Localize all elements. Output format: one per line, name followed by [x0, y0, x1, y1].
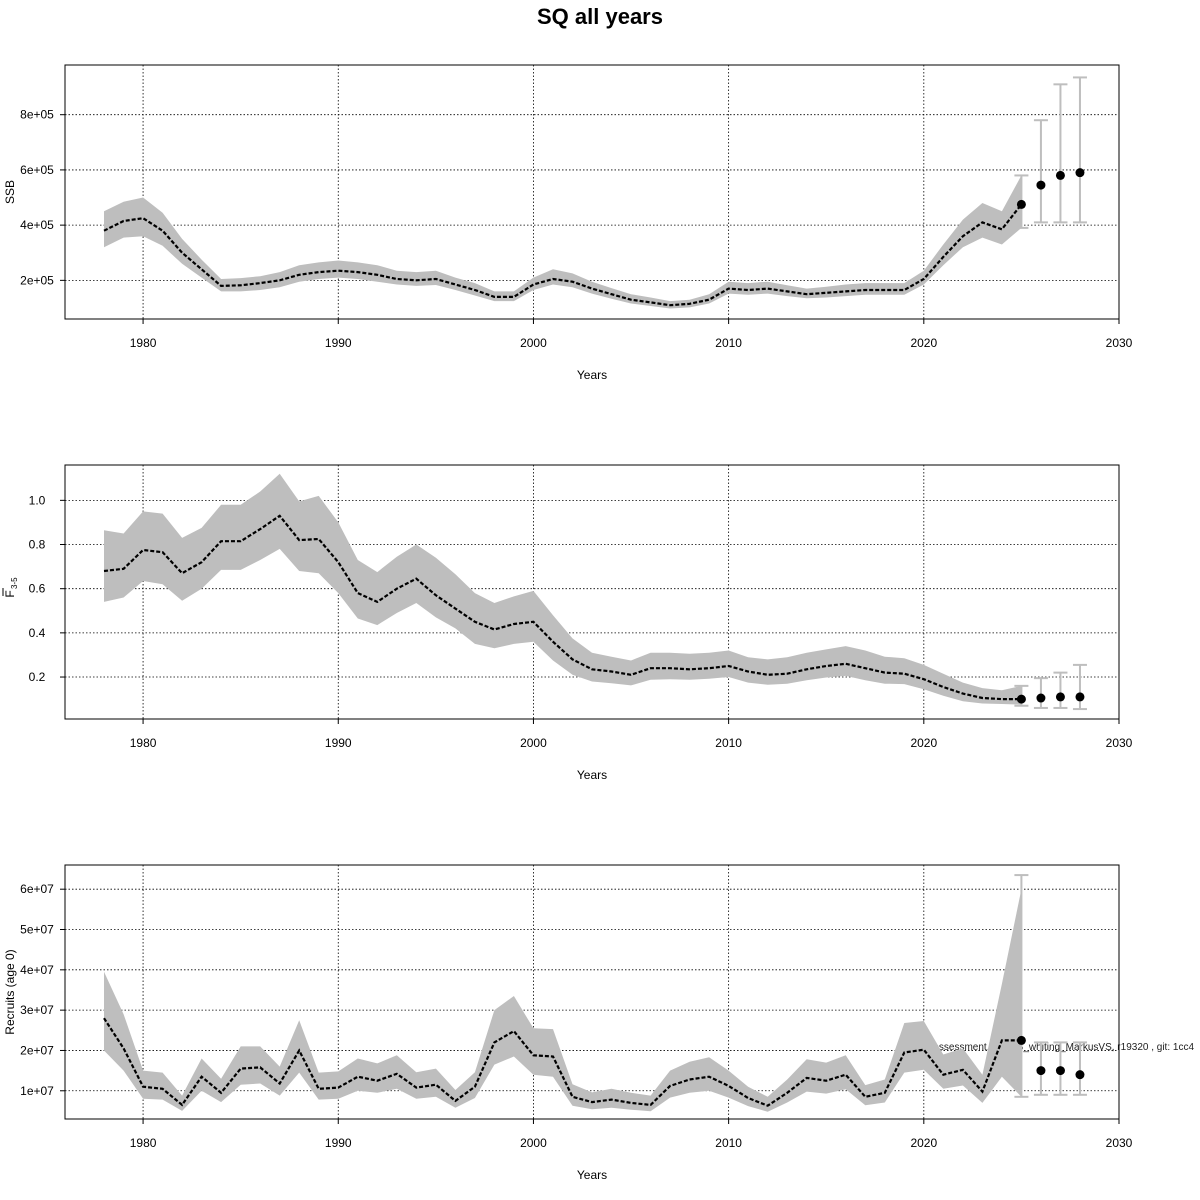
- recruits-y-tick-label-5: 6e+07: [20, 882, 54, 896]
- ssb-y-tick-label-1: 4e+05: [20, 218, 54, 232]
- recruits-x-tick-label-2030: 2030: [1106, 1136, 1133, 1150]
- recruits-y-tick-label-0: 1e+07: [20, 1084, 54, 1098]
- ssb-x-axis-label: Years: [577, 368, 607, 382]
- fbar-y-tick-label-0: 0.2: [29, 670, 46, 684]
- recruits-x-tick-label-2020: 2020: [910, 1136, 937, 1150]
- ssb-projection-point-2025: [1016, 199, 1026, 209]
- ssb-x-tick-label-2030: 2030: [1106, 336, 1133, 350]
- fbar-x-tick-label-2030: 2030: [1106, 736, 1133, 750]
- fbar-y-axis-label-main: F: [3, 590, 17, 597]
- recruits-estimate-line: [103, 1017, 1022, 1107]
- recruits-y-tick-label-2: 3e+07: [20, 1003, 54, 1017]
- fbar-projection-point-2028: [1075, 692, 1085, 702]
- fbar-y-tick-label-1: 0.4: [29, 626, 46, 640]
- recruits-x-tick-label-2000: 2000: [520, 1136, 547, 1150]
- recruits-projection-point-2027: [1055, 1066, 1065, 1076]
- fbar-x-tick-label-1980: 1980: [130, 736, 157, 750]
- fbar-y-axis-label-sub: 3-5: [10, 577, 19, 589]
- fbar-x-tick-label-2020: 2020: [910, 736, 937, 750]
- fbar-panel: Years F 3-5 1980 1990 2000 2010 2020 2030 0.2 0…: [2, 464, 1133, 782]
- recruits-y-tick-label-1: 2e+07: [20, 1043, 54, 1057]
- ssb-y-axis-label: SSB: [3, 180, 17, 204]
- ssb-panel: Years SSB 1980 1990 2000 2010 2020 2030 2e+05 4…: [3, 64, 1133, 382]
- recruits-projection-point-2025: [1016, 1035, 1026, 1045]
- recruits-y-tick-label-3: 4e+07: [20, 963, 54, 977]
- recruits-x-axis-label: Years: [577, 1168, 607, 1182]
- fbar-projection-point-2027: [1055, 692, 1065, 702]
- recruits-y-tick-label-4: 5e+07: [20, 923, 54, 937]
- recruits-y-axis-label: Recruits (age 0): [3, 949, 17, 1034]
- fbar-estimate-line: [103, 514, 1022, 701]
- chart-title: SQ all years: [537, 4, 663, 29]
- ssb-confidence-band: [104, 175, 1022, 309]
- recruits-confidence-band: [104, 889, 1022, 1112]
- ssb-y-tick-label-2: 6e+05: [20, 163, 54, 177]
- fbar-x-axis-label: Years: [577, 768, 607, 782]
- fbar-y-tick-label-3: 0.8: [29, 538, 46, 552]
- footnote: stockassessment.org, NS_whiting_MarkusVS…: [910, 1042, 1194, 1053]
- ssb-x-tick-label-1980: 1980: [130, 336, 157, 350]
- ssb-x-tick-label-2010: 2010: [715, 336, 742, 350]
- ssb-y-tick-label-0: 2e+05: [20, 273, 54, 287]
- fbar-y-tick-label-4: 1.0: [29, 493, 46, 507]
- ssb-projection-point-2027: [1055, 170, 1065, 180]
- ssb-projection-point-2028: [1075, 168, 1085, 178]
- recruits-projection-point-2026: [1036, 1066, 1046, 1076]
- fbar-confidence-band: [104, 473, 1022, 705]
- recruits-panel: Years Recruits (age 0) stockassessment.o…: [3, 864, 1194, 1182]
- ssb-x-tick-label-2000: 2000: [520, 336, 547, 350]
- ssb-x-tick-label-2020: 2020: [910, 336, 937, 350]
- ssb-estimate-line: [103, 203, 1023, 307]
- recruits-x-tick-label-2010: 2010: [715, 1136, 742, 1150]
- recruits-x-tick-label-1990: 1990: [325, 1136, 352, 1150]
- ssb-y-tick-label-3: 8e+05: [20, 108, 54, 122]
- fbar-projection-point-2026: [1036, 693, 1046, 703]
- fbar-projection-point-2025: [1016, 694, 1026, 704]
- ssb-x-tick-label-1990: 1990: [325, 336, 352, 350]
- fbar-y-axis-label: F 3-5: [2, 577, 19, 598]
- ssb-projection-point-2026: [1036, 180, 1046, 190]
- recruits-x-tick-label-1980: 1980: [130, 1136, 157, 1150]
- ssb-plot-frame: [64, 64, 1120, 320]
- fbar-y-tick-label-2: 0.6: [29, 582, 46, 596]
- recruits-plot-frame: [64, 864, 1120, 1120]
- fbar-plot-frame: [64, 464, 1120, 720]
- recruits-projection-point-2028: [1075, 1070, 1085, 1080]
- fbar-x-tick-label-1990: 1990: [325, 736, 352, 750]
- fbar-x-tick-label-2010: 2010: [715, 736, 742, 750]
- fbar-x-tick-label-2000: 2000: [520, 736, 547, 750]
